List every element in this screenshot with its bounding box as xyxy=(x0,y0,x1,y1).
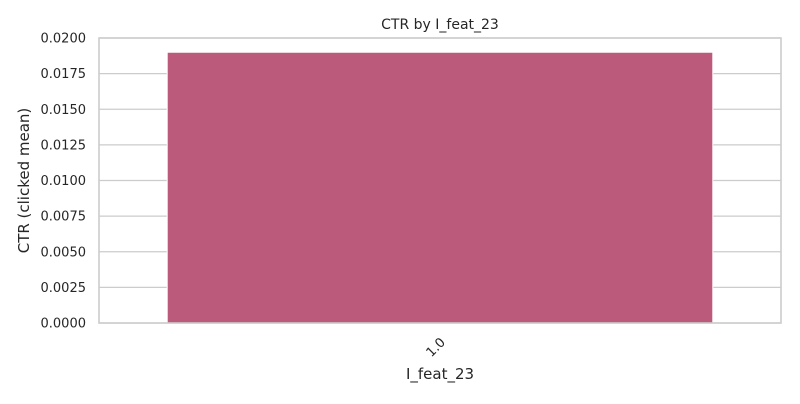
y-tick-label: 0.0125 xyxy=(41,138,87,153)
chart-title: CTR by I_feat_23 xyxy=(381,17,499,33)
y-tick-label: 0.0200 xyxy=(41,32,87,47)
y-tick-labels: 0.0000 0.0025 0.0050 0.0075 0.0100 0.0125 0.01… xyxy=(41,32,87,332)
bars xyxy=(166,51,714,324)
y-tick-label: 0.0050 xyxy=(41,245,87,260)
y-tick-label: 0.0175 xyxy=(41,67,87,82)
y-tick-label: 0.0075 xyxy=(41,210,87,225)
y-tick-label: 0.0025 xyxy=(41,281,87,296)
y-axis-label: CTR (clicked mean) xyxy=(15,108,33,254)
bar xyxy=(166,51,714,324)
y-tick-label: 0.0000 xyxy=(41,317,87,332)
plot-frame xyxy=(98,37,782,324)
x-tick-label: 1.0 xyxy=(424,335,449,360)
x-tick-labels: 1.0 xyxy=(424,335,449,360)
x-axis-label: I_feat_23 xyxy=(406,365,474,384)
y-tick-label: 0.0150 xyxy=(41,103,87,118)
y-tick-label: 0.0100 xyxy=(41,174,87,189)
